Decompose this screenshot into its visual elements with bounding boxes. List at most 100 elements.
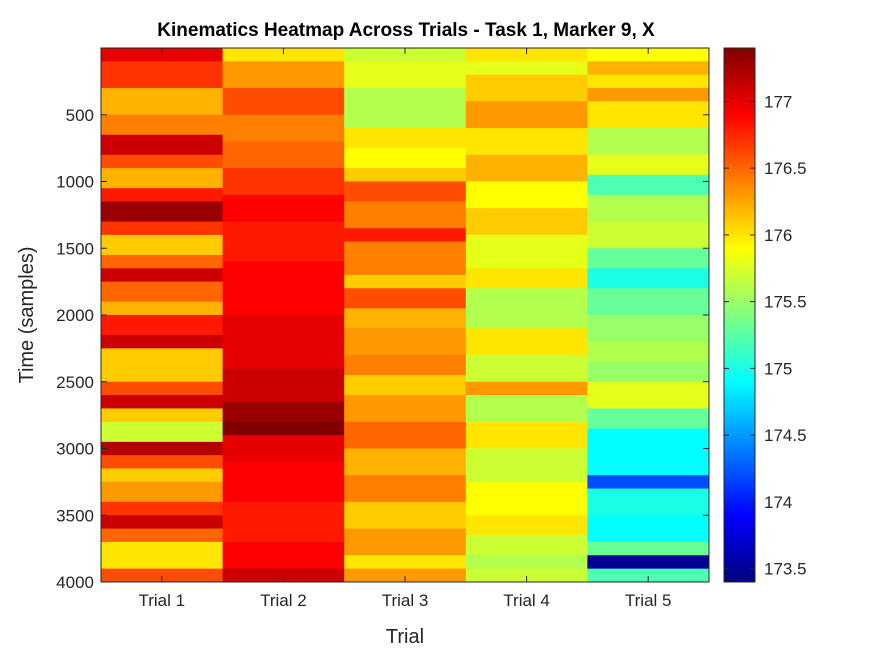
heatmap-cell	[101, 421, 224, 443]
x-tick-label: Trial 3	[382, 591, 429, 610]
x-tick-label: Trial 4	[503, 591, 550, 610]
x-axis-ticks: Trial 1 Trial 2 Trial 3 Trial 4 Trial 5	[138, 48, 672, 610]
heatmap-cell	[587, 488, 710, 516]
heatmap-cell	[222, 421, 345, 436]
heatmap-cell	[587, 341, 710, 363]
heatmap-cell	[344, 128, 467, 149]
x-tick-label: Trial 5	[625, 591, 672, 610]
heatmap-cell	[101, 221, 224, 236]
heatmap-cell	[587, 555, 710, 570]
heatmap-cell	[101, 395, 224, 409]
heatmap-cell	[344, 228, 467, 243]
heatmap-cell	[344, 501, 467, 530]
heatmap-cell	[465, 268, 588, 289]
heatmap-cell	[101, 88, 224, 116]
heatmap-cell	[101, 201, 224, 223]
heatmap-cell	[101, 348, 224, 383]
heatmap-cell	[465, 74, 588, 102]
heatmap-cell	[465, 328, 588, 356]
heatmap-cell	[101, 134, 224, 156]
heatmap-cell	[587, 428, 710, 476]
heatmap-cell	[101, 441, 224, 456]
heatmap-cell	[101, 234, 224, 256]
heatmap-cell	[344, 448, 467, 476]
heatmap-cell	[344, 568, 467, 583]
heatmap-cell	[222, 501, 345, 543]
heatmap-cell	[101, 254, 224, 269]
heatmap-cell	[344, 475, 467, 503]
heatmap-cell	[222, 48, 345, 62]
heatmap-cell	[101, 48, 224, 62]
heatmap-cell	[587, 174, 710, 196]
heatmap-cell	[465, 515, 588, 536]
colorbar-tick-label: 174.5	[764, 426, 807, 445]
heatmap-cell	[101, 114, 224, 136]
heatmap-cell	[101, 188, 224, 203]
heatmap-cell	[344, 168, 467, 182]
colorbar-tick-label: 176	[764, 226, 792, 245]
heatmap-cell	[587, 48, 710, 62]
heatmap-cell	[222, 461, 345, 503]
y-tick-label: 3000	[56, 440, 94, 459]
heatmap-cell	[344, 355, 467, 376]
heatmap-cell	[465, 48, 588, 62]
heatmap-cell	[101, 541, 224, 570]
heatmap-cell	[344, 241, 467, 276]
heatmap-cell	[101, 61, 224, 89]
colorbar	[723, 47, 756, 583]
heatmap-cell	[587, 381, 710, 409]
heatmap-cell	[465, 154, 588, 182]
heatmap-cell	[101, 501, 224, 516]
heatmap-cell	[101, 315, 224, 336]
heatmap-cell	[101, 515, 224, 530]
heatmap-cell	[344, 395, 467, 423]
heatmap-cell	[587, 361, 710, 383]
heatmap-cell	[101, 154, 224, 169]
y-tick-label: 500	[66, 106, 94, 125]
heatmap-cell	[465, 448, 588, 483]
heatmap-cell	[587, 268, 710, 289]
heatmap-cell	[465, 381, 588, 396]
heatmap-cell	[465, 555, 588, 570]
heatmap-cell	[587, 74, 710, 89]
heatmap-cell	[101, 335, 224, 349]
heatmap-cell	[465, 288, 588, 329]
heatmap-cell	[344, 328, 467, 356]
heatmap-cell	[587, 408, 710, 429]
heatmap-cell	[344, 274, 467, 289]
colorbar-tick-label: 177	[764, 92, 792, 111]
heatmap-cell	[587, 288, 710, 316]
heatmap-cell	[344, 375, 467, 396]
heatmap-cell	[101, 481, 224, 503]
heatmap-cell	[222, 401, 345, 423]
heatmap-cell	[222, 88, 345, 116]
colorbar-tick-label: 176.5	[764, 159, 807, 178]
heatmap-cell	[465, 128, 588, 156]
heatmap-cell	[101, 281, 224, 303]
heatmap-cell	[222, 315, 345, 369]
heatmap-cell	[222, 168, 345, 196]
heatmap-cell	[465, 481, 588, 516]
heatmap-cell	[101, 455, 224, 470]
heatmap-cell	[587, 315, 710, 343]
heatmap-cell	[344, 148, 467, 169]
heatmap-cell	[344, 48, 467, 62]
heatmap-cell	[101, 408, 224, 423]
heatmap-cell	[222, 368, 345, 403]
heatmap-cell	[222, 435, 345, 463]
heatmap-cell	[587, 515, 710, 543]
heatmap-cell	[465, 208, 588, 236]
heatmap-cell	[344, 181, 467, 203]
y-tick-label: 4000	[56, 573, 94, 592]
heatmap-cell	[222, 541, 345, 570]
heatmap-cell	[344, 201, 467, 229]
heatmap-cell	[101, 528, 224, 543]
heatmap-cell	[587, 61, 710, 76]
heatmap-cell	[465, 101, 588, 129]
x-axis-label: Trial	[386, 626, 424, 648]
heatmap-cell	[222, 261, 345, 316]
heatmap-cell	[222, 194, 345, 223]
heatmap-cell	[344, 555, 467, 570]
y-tick-label: 3500	[56, 506, 94, 525]
